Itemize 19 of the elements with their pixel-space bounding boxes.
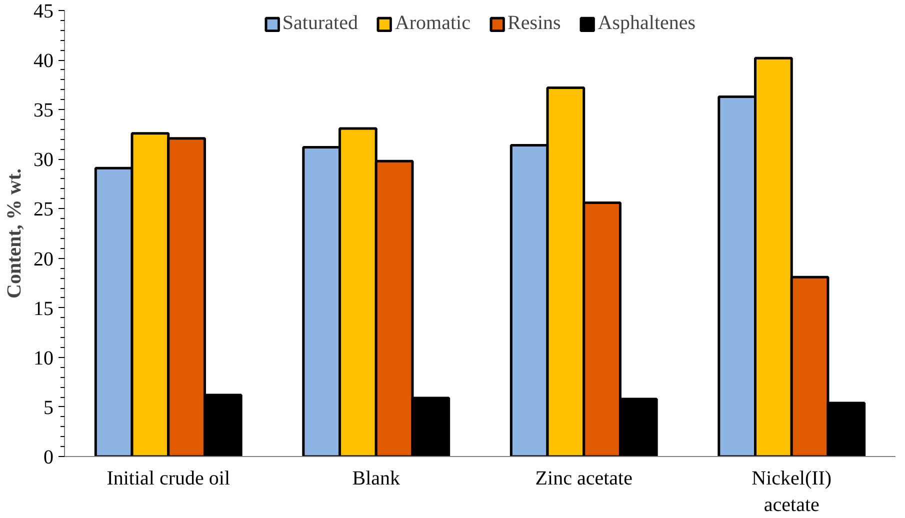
y-axis-title: Content, % wt. — [4, 168, 26, 298]
legend-label: Saturated — [282, 12, 358, 35]
legend-label: Resins — [507, 12, 561, 35]
x-tick-label: Nickel(II) acetate — [752, 468, 832, 516]
y-tick-label: 10 — [34, 347, 54, 370]
y-tick-label: 25 — [34, 198, 54, 221]
y-tick-label: 20 — [34, 248, 54, 270]
x-tick-label: Zinc acetate — [535, 468, 633, 490]
y-tick-label: 35 — [34, 100, 54, 122]
legend-label: Aromatic — [394, 12, 470, 35]
legend-label: Asphaltenes — [598, 12, 696, 35]
y-tick-label: 30 — [34, 149, 54, 172]
x-tick-label: Initial crude oil — [106, 468, 230, 490]
y-tick-label: 0 — [44, 446, 54, 468]
y-tick-label: 15 — [34, 298, 54, 320]
y-tick-label: 40 — [34, 50, 54, 72]
y-tick-label: 45 — [34, 0, 54, 22]
y-tick-label: 5 — [44, 396, 54, 419]
x-tick-label: Blank — [352, 468, 400, 490]
